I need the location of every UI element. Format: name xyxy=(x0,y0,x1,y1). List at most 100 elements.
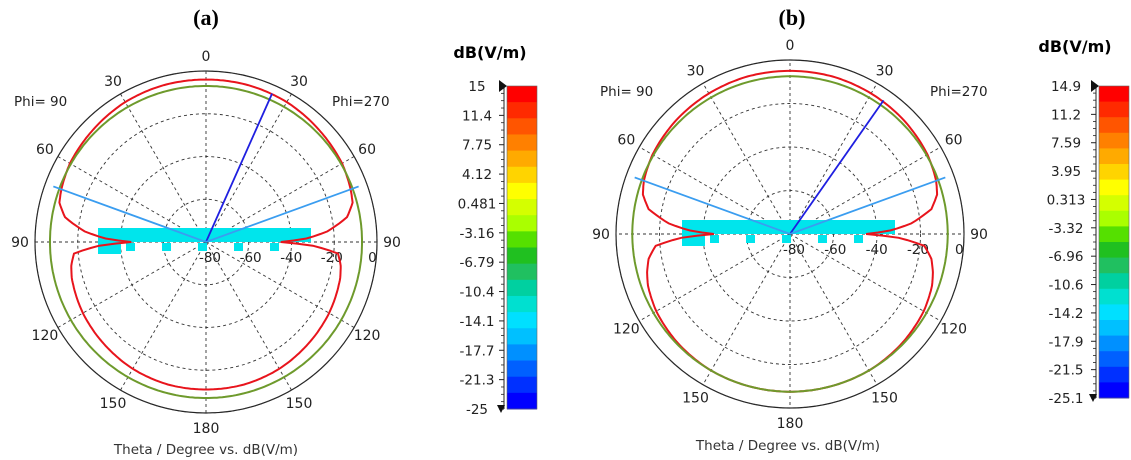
radial-tick-label: -60 xyxy=(824,242,846,258)
theta-tick-label: 30 xyxy=(876,63,894,79)
grid-spoke xyxy=(789,83,878,235)
grid-spoke xyxy=(120,241,207,391)
colorbar-segment xyxy=(1099,210,1129,227)
colorbar-tick-label: -25 xyxy=(466,402,488,418)
x-axis-label: Theta / Degree vs. dB(V/m) xyxy=(695,438,880,454)
colorbar-tick-label: -3.32 xyxy=(1049,221,1084,237)
colorbar-segment xyxy=(1099,148,1129,165)
grid-circle xyxy=(615,59,965,409)
grid-circle xyxy=(659,103,921,365)
theta-tick-label: 60 xyxy=(945,133,963,149)
polar-chart-a: (a) Phi= 90 Phi=270 Theta / Degree vs. d… xyxy=(11,5,538,458)
colorbar-tick-label: 14.9 xyxy=(1051,79,1081,95)
colorbar-tick-label: -21.3 xyxy=(460,373,495,389)
colorbar-min-marker xyxy=(1089,394,1097,402)
colorbar-tick-label: -17.9 xyxy=(1049,334,1084,350)
polar-chart-b: (b) Phi= 90 Phi=270 Theta / Degree vs. d… xyxy=(592,5,1130,454)
colorbar-segment xyxy=(1099,304,1129,321)
colorbar-frame xyxy=(1098,85,1130,399)
grid-spoke xyxy=(205,241,355,328)
grid-spoke xyxy=(789,146,941,235)
theta-tick-label: 120 xyxy=(354,328,381,344)
theta-tick-label: 90 xyxy=(592,227,610,243)
colorbar-segment xyxy=(1099,335,1129,352)
colorbar-segment xyxy=(507,312,537,329)
grid-spoke xyxy=(57,156,207,243)
cyan-band-block xyxy=(746,235,755,243)
theta-tick-label: 150 xyxy=(871,391,898,407)
colorbar-min-marker xyxy=(497,405,505,413)
colorbar-title: dB(V/m) xyxy=(1038,37,1111,56)
colorbar-segment xyxy=(507,360,537,378)
colorbar-segment xyxy=(1099,195,1129,212)
theta-tick-label: 90 xyxy=(383,235,401,251)
grid-spoke xyxy=(639,233,791,322)
radial-tick-label: -60 xyxy=(240,250,262,266)
theta-tick-label: 60 xyxy=(617,133,635,149)
radial-tick-label: -40 xyxy=(866,242,888,258)
colorbar-segment xyxy=(1099,242,1129,259)
colorbar-title: dB(V/m) xyxy=(453,43,526,62)
main-lobe-marker xyxy=(789,99,885,235)
radial-tick-label: -40 xyxy=(280,250,302,266)
colorbar-tick-label: 7.59 xyxy=(1051,136,1081,152)
colorbar-segment xyxy=(1099,164,1129,181)
grid-spoke xyxy=(205,93,292,243)
colorbar-segment xyxy=(1099,226,1129,243)
colorbar-segment xyxy=(1099,366,1129,383)
colorbar-tick-label: 0.313 xyxy=(1047,192,1086,208)
colorbar-tick-label: -6.96 xyxy=(1049,249,1084,265)
colorbar-segment xyxy=(507,199,537,216)
colorbar-segment xyxy=(1099,273,1129,290)
colorbar-segment xyxy=(507,344,537,362)
colorbar-segment xyxy=(507,118,537,135)
cyan-band-block xyxy=(710,235,719,243)
grid-spoke xyxy=(639,146,791,235)
radial-tick-label: 0 xyxy=(368,250,377,266)
main-lobe-marker xyxy=(205,93,273,243)
theta-tick-label: 150 xyxy=(286,396,313,412)
phi-right-label: Phi=270 xyxy=(930,84,988,100)
colorbar-segment xyxy=(507,295,537,313)
cyan-band-upper xyxy=(682,220,895,234)
theta-tick-label: 90 xyxy=(11,235,29,251)
theta-tick-label: 180 xyxy=(193,421,220,437)
colorbar-segment xyxy=(1099,351,1129,368)
cyan-band-block xyxy=(782,235,791,243)
theta-tick-label: 60 xyxy=(358,142,376,158)
colorbar-max-marker xyxy=(499,80,507,92)
panel-label: (b) xyxy=(779,5,806,30)
colorbar-segment xyxy=(1099,320,1129,337)
grid-spoke xyxy=(205,241,292,391)
x-axis-label: Theta / Degree vs. dB(V/m) xyxy=(113,442,298,458)
phi-left-label: Phi= 90 xyxy=(600,84,653,100)
panel-label: (a) xyxy=(193,5,219,30)
cyan-band-block xyxy=(198,243,207,251)
colorbar-segment xyxy=(507,328,537,345)
colorbar-segment xyxy=(507,279,537,297)
colorbar-segment xyxy=(507,182,537,200)
colorbar-segment xyxy=(1099,86,1129,103)
colorbar-segment xyxy=(1099,101,1129,118)
colorbar-segment xyxy=(507,263,537,281)
colorbar-frame xyxy=(506,85,538,410)
theta-tick-label: 180 xyxy=(777,416,804,432)
colorbar-tick-label: -17.7 xyxy=(460,343,495,359)
colorbar-segment xyxy=(507,376,537,394)
colorbar-segment xyxy=(1099,382,1129,399)
theta-tick-label: 150 xyxy=(100,396,127,412)
grid-spoke xyxy=(702,233,791,385)
colorbar-max-marker xyxy=(1091,80,1099,92)
theta-tick-label: 30 xyxy=(104,74,122,90)
phi-left-label: Phi= 90 xyxy=(14,94,67,110)
radial-tick-label: -80 xyxy=(199,250,221,266)
grid-spoke xyxy=(789,233,941,322)
theta-tick-label: 120 xyxy=(613,322,640,338)
colorbar-tick-label: -14.1 xyxy=(460,314,495,330)
colorbar-tick-label: 3.95 xyxy=(1051,164,1081,180)
grid-spoke xyxy=(57,241,207,328)
colorbar-tick-label: -10.4 xyxy=(460,285,495,301)
colorbar-tick-label: 15 xyxy=(468,79,485,95)
theta-tick-label: 150 xyxy=(682,391,709,407)
